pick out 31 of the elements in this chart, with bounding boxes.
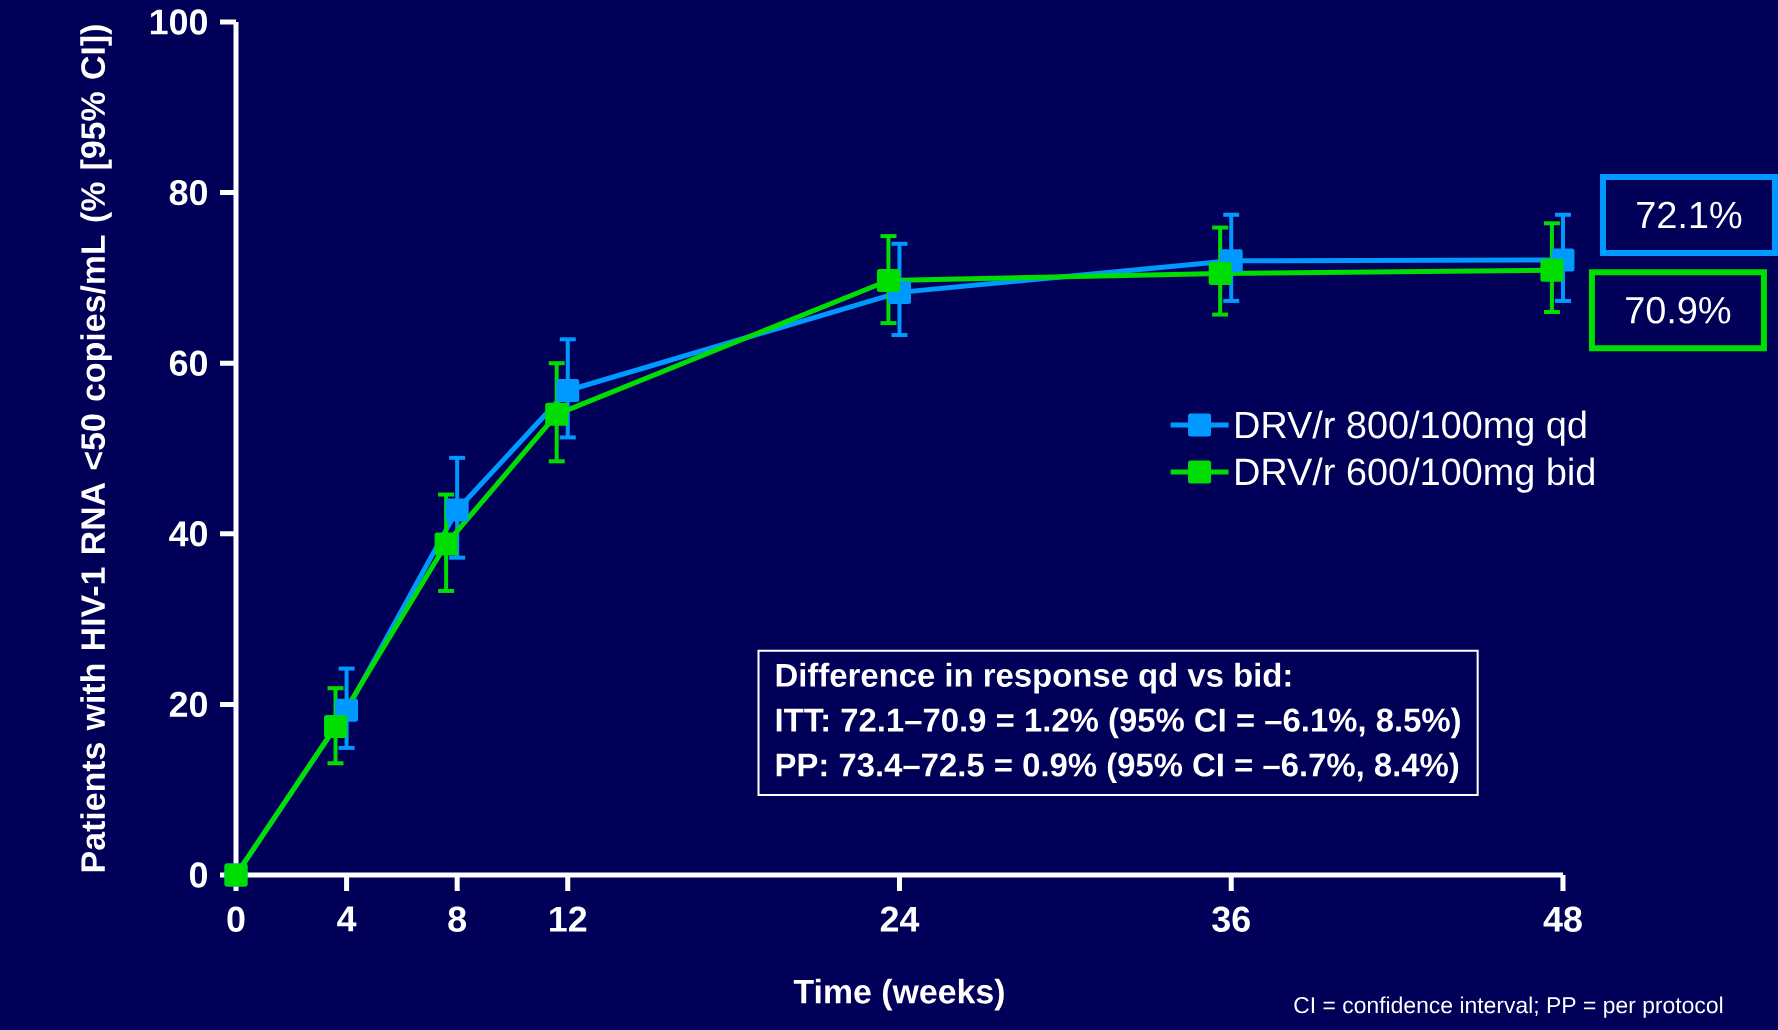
point [545,402,569,426]
annotation: 70.9% [1626,296,1731,324]
point [434,532,458,556]
y-tick-label: 20 [169,691,207,718]
y-axis-title: Patients with HIV-1 RNA <50 copies/mL (% [95% CI]) [80,25,112,872]
point [1540,258,1564,282]
legend-label: DRV/r 800/100mg qd [1236,410,1586,446]
annotation: ITT: 72.1–70.9 = 1.2% (95% CI = –6.1%, 8.5%) [776,707,1460,739]
x-tick-label: 24 [880,906,920,932]
point [876,268,900,292]
legend-label: DRV/r 600/100mg bid [1236,457,1594,493]
point [445,498,469,522]
y-tick-label: 40 [169,521,207,547]
x-axis-title: Time (weeks) [793,978,1004,1011]
y-tick-label: 0 [189,862,208,888]
text: CI = confidence interval; PP = per protocol [1294,996,1723,1018]
x-tick-label: 8 [448,906,467,932]
x-tick-label: 12 [550,906,587,932]
y-tick-label: 100 [150,9,207,35]
x-tick-label: 48 [1543,906,1582,932]
y-tick-label: 60 [169,350,207,376]
annotation: Difference in response qd vs bid: [776,662,1291,694]
x-tick-label: 36 [1212,906,1250,932]
point [1208,262,1232,286]
point [324,715,348,739]
annotation: PP: 73.4–72.5 = 0.9% (95% CI = –6.7%, 8.4%) [776,752,1459,784]
x-tick-label: 0 [227,906,245,932]
annotation: 72.1% [1637,201,1742,229]
point [556,378,580,402]
x-tick-label: 4 [337,906,357,932]
y-tick-label: 80 [169,179,207,206]
